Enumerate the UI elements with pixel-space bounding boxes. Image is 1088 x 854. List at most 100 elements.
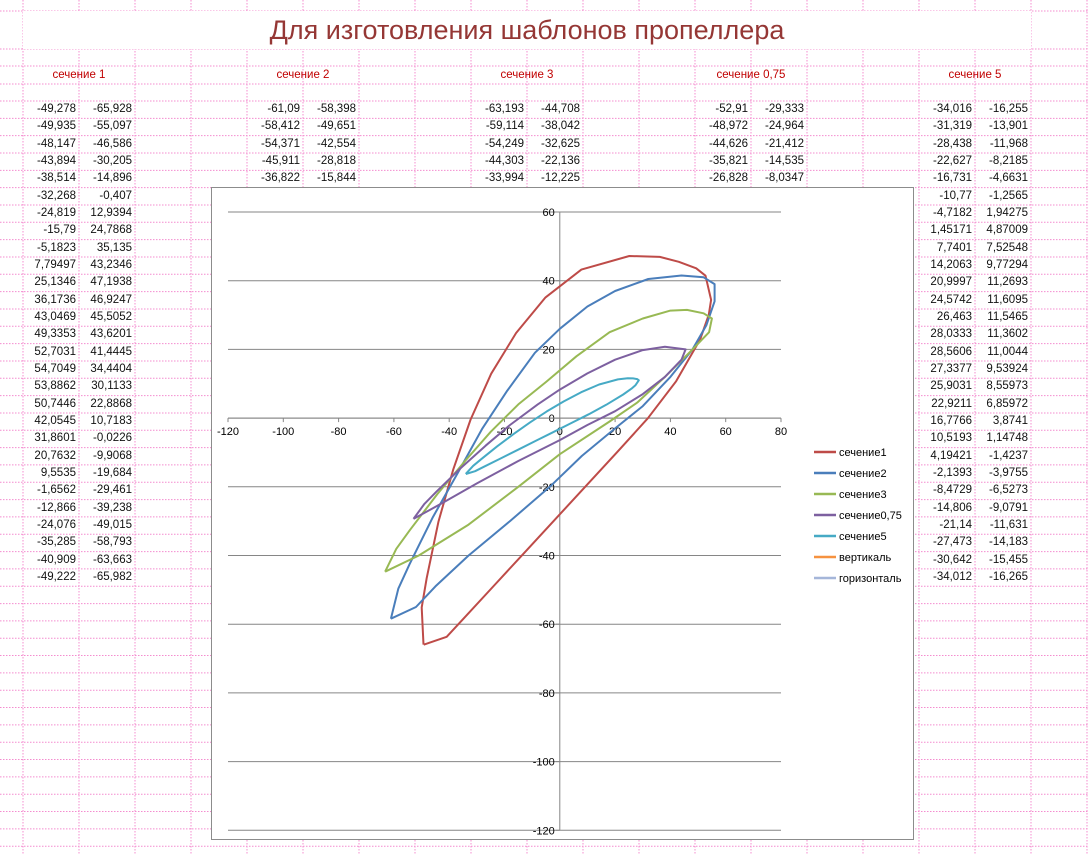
cell-y-value[interactable]: -24,964 bbox=[764, 120, 804, 133]
cell-y-value[interactable]: -6,5273 bbox=[988, 484, 1028, 497]
cell-x-value[interactable]: -30,642 bbox=[932, 553, 972, 566]
cell-y-value[interactable]: 9,53924 bbox=[986, 362, 1028, 375]
cell-y-value[interactable]: -44,708 bbox=[540, 103, 580, 115]
cell-x-value[interactable]: 53,8862 bbox=[34, 380, 76, 393]
cell-y-value[interactable]: 24,7868 bbox=[90, 224, 132, 237]
cell-y-value[interactable]: 9,77294 bbox=[986, 258, 1028, 271]
cell-y-value[interactable]: 4,87009 bbox=[986, 224, 1028, 237]
cell-x-value[interactable]: -12,866 bbox=[36, 501, 76, 514]
cell-x-value[interactable]: -52,91 bbox=[715, 103, 748, 115]
cell-y-value[interactable]: 11,0044 bbox=[987, 345, 1028, 358]
cell-y-value[interactable]: -14,183 bbox=[988, 536, 1028, 549]
cell-x-value[interactable]: -35,821 bbox=[708, 154, 748, 167]
cell-y-value[interactable]: -58,793 bbox=[92, 536, 132, 549]
cell-x-value[interactable]: -54,371 bbox=[260, 137, 300, 150]
cell-y-value[interactable]: -49,651 bbox=[316, 120, 356, 133]
cell-x-value[interactable]: -45,911 bbox=[261, 154, 300, 167]
cell-y-value[interactable]: 1,94275 bbox=[986, 206, 1028, 219]
cell-y-value[interactable]: -14,896 bbox=[92, 172, 132, 185]
cell-x-value[interactable]: -27,473 bbox=[932, 536, 972, 549]
cell-y-value[interactable]: -12,225 bbox=[540, 172, 580, 185]
cell-y-value[interactable]: -9,9068 bbox=[92, 449, 132, 462]
cell-y-value[interactable]: -29,333 bbox=[764, 103, 804, 115]
cell-x-value[interactable]: -24,819 bbox=[36, 206, 76, 219]
cell-x-value[interactable]: 28,0333 bbox=[930, 328, 972, 341]
cell-x-value[interactable]: -5,1823 bbox=[36, 241, 76, 254]
cell-x-value[interactable]: -35,285 bbox=[36, 536, 76, 549]
cell-y-value[interactable]: -42,554 bbox=[316, 137, 356, 150]
cell-x-value[interactable]: -10,77 bbox=[939, 189, 972, 202]
cell-x-value[interactable]: 10,5193 bbox=[930, 432, 972, 445]
cell-y-value[interactable]: -1,2565 bbox=[988, 189, 1028, 202]
cell-x-value[interactable]: -44,303 bbox=[484, 154, 524, 167]
cell-y-value[interactable]: -63,663 bbox=[92, 553, 132, 566]
cell-x-value[interactable]: 25,9031 bbox=[930, 380, 972, 393]
cell-y-value[interactable]: -32,625 bbox=[540, 137, 580, 150]
series-line-5[interactable] bbox=[464, 377, 640, 475]
cell-x-value[interactable]: 31,8601 bbox=[34, 432, 76, 445]
cell-y-value[interactable]: 12,9394 bbox=[90, 206, 132, 219]
cell-y-value[interactable]: -16,255 bbox=[988, 103, 1028, 115]
cell-x-value[interactable]: 50,7446 bbox=[34, 397, 76, 410]
cell-x-value[interactable]: -61,09 bbox=[267, 103, 300, 115]
cell-y-value[interactable]: -46,586 bbox=[92, 137, 132, 150]
cell-x-value[interactable]: -48,972 bbox=[708, 120, 748, 133]
cell-y-value[interactable]: -55,097 bbox=[92, 120, 132, 133]
cell-y-value[interactable]: -8,0347 bbox=[764, 172, 804, 185]
cell-x-value[interactable]: -21,14 bbox=[939, 518, 972, 531]
cell-y-value[interactable]: 6,85972 bbox=[986, 397, 1028, 410]
cell-x-value[interactable]: 52,7031 bbox=[34, 345, 76, 358]
cell-x-value[interactable]: 16,7766 bbox=[930, 414, 972, 427]
cell-x-value[interactable]: -43,894 bbox=[36, 154, 76, 167]
cell-x-value[interactable]: -22,627 bbox=[932, 154, 972, 167]
cell-x-value[interactable]: -54,249 bbox=[484, 137, 524, 150]
cell-x-value[interactable]: -8,4729 bbox=[932, 484, 972, 497]
cell-x-value[interactable]: -49,222 bbox=[36, 570, 76, 583]
cell-x-value[interactable]: -26,828 bbox=[708, 172, 748, 185]
cell-y-value[interactable]: 34,4404 bbox=[90, 362, 132, 375]
cell-y-value[interactable]: -14,535 bbox=[764, 154, 804, 167]
cell-y-value[interactable]: -8,2185 bbox=[988, 154, 1028, 167]
cell-y-value[interactable]: -0,407 bbox=[99, 189, 132, 202]
cell-x-value[interactable]: 26,463 bbox=[936, 310, 972, 323]
cell-y-value[interactable]: -9,0791 bbox=[988, 501, 1028, 514]
cell-x-value[interactable]: -59,114 bbox=[485, 120, 524, 133]
cell-y-value[interactable]: -19,684 bbox=[92, 466, 132, 479]
cell-y-value[interactable]: 7,52548 bbox=[986, 241, 1028, 254]
cell-x-value[interactable]: 9,5535 bbox=[40, 466, 76, 479]
cell-x-value[interactable]: -4,7182 bbox=[932, 206, 972, 219]
cell-y-value[interactable]: 22,8868 bbox=[90, 397, 132, 410]
cell-y-value[interactable]: -65,928 bbox=[92, 103, 132, 115]
cell-y-value[interactable]: 3,8741 bbox=[992, 414, 1028, 427]
cell-y-value[interactable]: -29,461 bbox=[92, 484, 132, 497]
cell-y-value[interactable]: -58,398 bbox=[316, 103, 356, 115]
cell-y-value[interactable]: 11,6095 bbox=[987, 293, 1028, 306]
cell-y-value[interactable]: 47,1938 bbox=[90, 276, 132, 289]
cell-x-value[interactable]: -38,514 bbox=[36, 172, 76, 185]
cell-x-value[interactable]: 27,3377 bbox=[930, 362, 972, 375]
cell-x-value[interactable]: -33,994 bbox=[484, 172, 524, 185]
cell-x-value[interactable]: 20,7632 bbox=[34, 449, 76, 462]
cell-x-value[interactable]: 14,2063 bbox=[930, 258, 972, 271]
cell-y-value[interactable]: -0,0226 bbox=[92, 432, 132, 445]
cell-x-value[interactable]: -15,79 bbox=[43, 224, 76, 237]
cell-y-value[interactable]: 11,2693 bbox=[987, 276, 1028, 289]
cell-x-value[interactable]: 20,9997 bbox=[930, 276, 972, 289]
cell-x-value[interactable]: -34,016 bbox=[932, 103, 972, 115]
cell-x-value[interactable]: -31,319 bbox=[932, 120, 972, 133]
cell-y-value[interactable]: 41,4445 bbox=[90, 345, 132, 358]
cell-x-value[interactable]: 42,0545 bbox=[34, 414, 76, 427]
cell-y-value[interactable]: -65,982 bbox=[92, 570, 132, 583]
cell-y-value[interactable]: 10,7183 bbox=[90, 414, 132, 427]
cell-y-value[interactable]: 35,135 bbox=[96, 241, 132, 254]
cell-y-value[interactable]: 11,3602 bbox=[987, 328, 1028, 341]
cell-x-value[interactable]: 22,9211 bbox=[931, 397, 972, 410]
cell-x-value[interactable]: -34,012 bbox=[932, 570, 972, 583]
cell-y-value[interactable]: 8,55973 bbox=[986, 380, 1028, 393]
cell-y-value[interactable]: -3,9755 bbox=[988, 466, 1028, 479]
cell-x-value[interactable]: 43,0469 bbox=[34, 310, 76, 323]
cell-x-value[interactable]: -58,412 bbox=[260, 120, 300, 133]
cell-x-value[interactable]: -24,076 bbox=[36, 518, 76, 531]
cell-x-value[interactable]: -63,193 bbox=[484, 103, 524, 115]
cell-y-value[interactable]: -15,844 bbox=[316, 172, 356, 185]
